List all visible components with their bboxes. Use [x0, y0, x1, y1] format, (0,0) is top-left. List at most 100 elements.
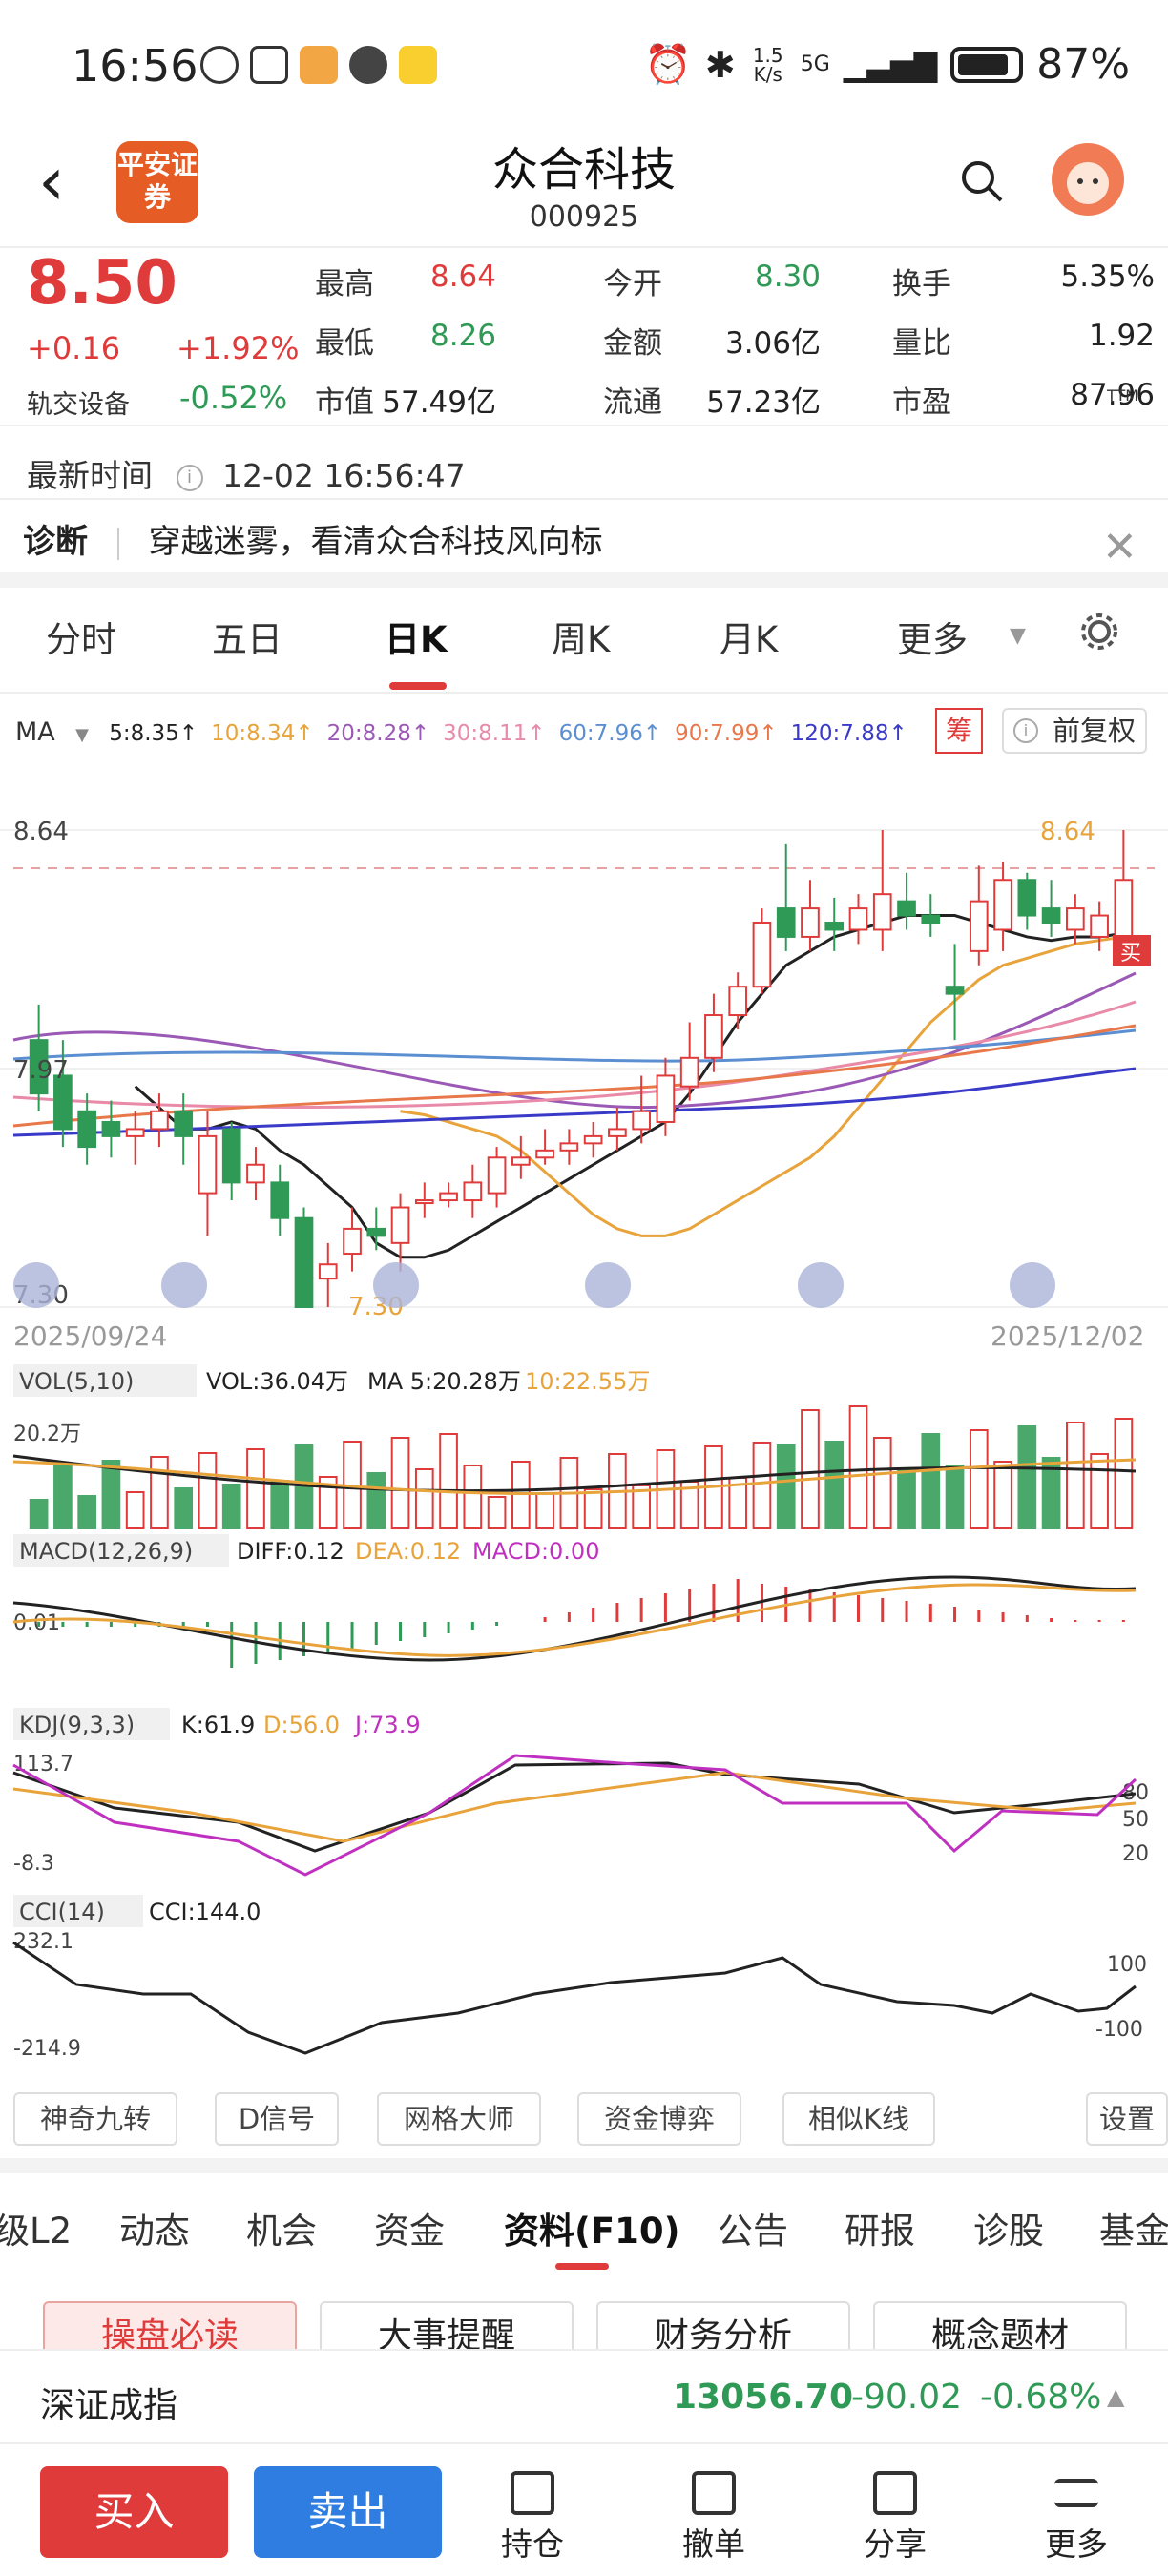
volume-bar — [221, 1484, 241, 1529]
wechat-icon — [349, 46, 387, 84]
candle-body — [752, 922, 772, 988]
ma-value-1: 10:8.34↑ — [211, 721, 314, 746]
menu-icon — [1054, 2479, 1098, 2507]
index-bar[interactable]: 深证成指 13056.70 -90.02 -0.68% ▲ — [0, 2349, 1168, 2444]
f10-tab-dynamic[interactable]: 动态 — [119, 2211, 190, 2252]
f10-tab-capital[interactable]: 资金 — [374, 2211, 445, 2252]
share-label: 分享 — [864, 2525, 927, 2563]
volume-bar — [390, 1437, 410, 1529]
tool-similar-k[interactable]: 相似K线 — [782, 2092, 935, 2146]
kline-end-date: 2025/12/02 — [991, 1320, 1144, 1352]
tab-monthly-k[interactable]: 月K — [720, 619, 779, 660]
index-value: 13056.70 — [673, 2378, 854, 2417]
tab-daily-k[interactable]: 日K — [385, 619, 448, 660]
vol-name: VOL(5,10) — [19, 1368, 134, 1395]
volume-bar — [318, 1476, 338, 1529]
candle-body — [1066, 907, 1085, 931]
chevron-up-icon[interactable]: ▲ — [1107, 2383, 1125, 2410]
candle-body — [993, 879, 1012, 931]
more-button[interactable]: 更多 — [1029, 2471, 1124, 2565]
vol-axis: 20.2万 — [13, 1423, 81, 1446]
volume-bar — [1041, 1457, 1061, 1529]
f10-tab-fund[interactable]: 基金 — [1099, 2211, 1168, 2252]
f10-active-indicator — [555, 2263, 609, 2270]
f10-tab-research[interactable]: 研报 — [845, 2211, 915, 2252]
volume-bar — [101, 1460, 121, 1529]
chevron-down-icon[interactable]: ▼ — [1010, 624, 1026, 648]
tab-weekly-k[interactable]: 周K — [552, 619, 611, 660]
f10-tab-chance[interactable]: 机会 — [246, 2211, 317, 2252]
ma-value-6: 120:7.88↑ — [790, 721, 907, 746]
search-icon[interactable] — [959, 158, 1005, 204]
index-name: 深证成指 — [40, 2386, 178, 2425]
kdj-bottom: -8.3 — [13, 1852, 54, 1876]
latest-time-value: 12-02 16:56:47 — [222, 457, 466, 494]
back-button[interactable]: ‹ — [38, 142, 65, 220]
stock-code: 000925 — [529, 200, 639, 234]
tool-settings[interactable]: 设置 — [1086, 2092, 1168, 2146]
header-divider — [0, 246, 1168, 248]
macd-axis: 0.01 — [13, 1611, 60, 1635]
sector-change: -0.52% — [179, 380, 288, 416]
kdj-l20: 20 — [1122, 1842, 1149, 1866]
share-button[interactable]: 分享 — [847, 2471, 943, 2565]
volume-bar — [535, 1492, 554, 1529]
kdj-l50: 50 — [1122, 1808, 1149, 1832]
tool-capital-game[interactable]: 资金博弈 — [577, 2092, 741, 2146]
info-icon[interactable]: i — [176, 464, 203, 491]
latest-time-label: 最新时间 — [27, 457, 153, 494]
close-icon[interactable]: ✕ — [1102, 523, 1137, 571]
candle-body — [414, 1199, 434, 1205]
kline-max-marker: 8.64 — [1040, 818, 1095, 846]
cancel-order-button[interactable]: 撤单 — [666, 2471, 761, 2565]
candle-body — [583, 1134, 603, 1145]
broker-logo: 平安证券 — [116, 141, 198, 223]
chart-nav-button-0 — [13, 1262, 59, 1308]
tab-wuri[interactable]: 五日 — [212, 619, 282, 660]
buy-button[interactable]: 买入 — [40, 2466, 228, 2558]
kline-high-label: 8.64 — [13, 818, 69, 846]
status-app-icons — [200, 46, 437, 84]
f10-tab-notice[interactable]: 公告 — [718, 2211, 788, 2252]
ma-dropdown-icon[interactable]: ▼ — [75, 725, 89, 745]
battery-level: 87% — [1036, 40, 1130, 89]
tool-magic-nine[interactable]: 神奇九转 — [13, 2092, 177, 2146]
tab-fenshi[interactable]: 分时 — [46, 619, 116, 660]
volume-bar — [776, 1444, 796, 1529]
f10-tab-diagnose[interactable]: 诊股 — [973, 2211, 1044, 2252]
chip-distribution-button[interactable]: 筹 — [935, 708, 983, 754]
tool-grid-master[interactable]: 网格大师 — [377, 2092, 541, 2146]
volume-bar — [366, 1472, 386, 1529]
quote-field-value: 5.35% — [1060, 260, 1155, 294]
position-button[interactable]: 持仓 — [485, 2471, 580, 2565]
settings-gear-icon[interactable] — [1078, 611, 1120, 661]
candle-body — [679, 1056, 699, 1088]
buy-signal-text: 买 — [1120, 942, 1141, 966]
stock-name: 众合科技 — [491, 143, 676, 197]
section-gap — [0, 572, 1168, 588]
volume-bar — [969, 1429, 989, 1529]
kdj-j-line — [12, 1754, 1137, 1877]
quote-field-value: 8.64 — [429, 260, 496, 294]
sell-button[interactable]: 卖出 — [254, 2466, 442, 2558]
f10-tab-profile[interactable]: 资料(F10) — [504, 2211, 680, 2252]
adjust-button[interactable]: i 前复权 — [1002, 708, 1147, 754]
volume-bar — [487, 1496, 507, 1529]
sector-name[interactable]: 轨交设备 — [27, 390, 130, 420]
tool-d-signal[interactable]: D信号 — [215, 2092, 339, 2146]
alarm-icon: ⏰ — [644, 43, 692, 87]
candle-body — [294, 1216, 314, 1309]
diagnosis-row[interactable]: 诊断 穿越迷雾，看清众合科技风向标 — [23, 515, 603, 562]
eye-icon — [200, 46, 239, 84]
kline-mid-label: 7.97 — [13, 1056, 69, 1085]
quote-field-value: 8.30 — [754, 260, 821, 294]
tab-more[interactable]: 更多 — [897, 619, 968, 660]
status-right: ⏰ ✱ 1.5 K/s 5G ▁▃▅▇ 87% — [644, 40, 1130, 89]
f10-tab-l2[interactable]: 级L2 — [0, 2211, 73, 2252]
kline-chart[interactable]: 8.647.977.308.647.30买2025/09/242025/12/0… — [0, 754, 1168, 2089]
assistant-avatar[interactable] — [1052, 143, 1124, 216]
quote-field-value: 1.92 — [1088, 319, 1155, 353]
ma-value-5: 90:7.99↑ — [675, 721, 778, 746]
buy-signal-marker — [1113, 935, 1151, 966]
candle-body — [125, 1128, 145, 1137]
